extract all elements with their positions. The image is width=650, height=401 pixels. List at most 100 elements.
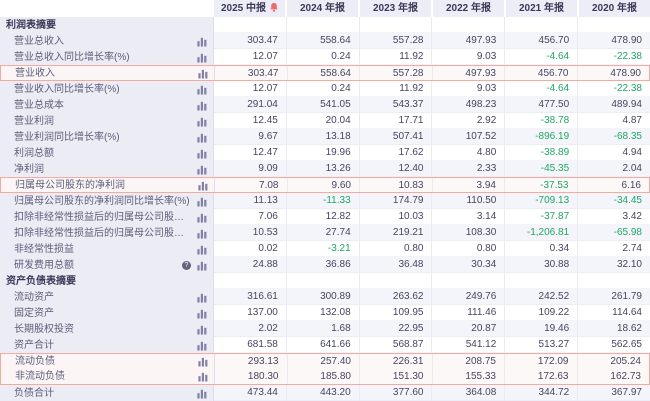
row-label-cell: 资产负债表摘要 [0,273,214,289]
bar-chart-icon[interactable] [197,164,208,175]
value-cell: 4.87 [578,113,650,129]
bar-chart-icon[interactable] [198,180,209,191]
value-cell: 30.88 [505,257,579,273]
value-cell: 7.06 [214,209,287,225]
column-header-label: 2023 年报 [372,3,419,14]
value-cell: 111.46 [432,305,506,321]
bar-chart-icon[interactable] [198,68,209,79]
value-cell: -4.64 [505,49,579,65]
bar-chart-icon[interactable] [197,388,208,399]
value-cell: 0.80 [432,241,506,257]
column-header-label: 2024 年报 [299,3,346,14]
table-row: 资产合计 681.58 641.66 568.87 541.12 513.27 562.65 [0,337,650,353]
value-cell: 303.47 [215,66,288,80]
value-cell: 107.52 [432,129,506,145]
value-cell: 22.95 [359,321,433,337]
table-row: 扣除非经常性损益后的归属母公司股东净利润同比增... 10.5327.74219.… [0,225,650,241]
value-cell: 30.34 [432,257,506,273]
row-label: 营业总成本 [14,99,64,111]
value-cell [432,273,506,289]
section-row: 资产负债表摘要 [0,273,650,289]
bar-chart-icon[interactable] [197,196,208,207]
value-cell: 3.42 [578,209,650,225]
value-cell: 291.04 [214,97,287,113]
bar-chart-icon[interactable] [197,132,208,143]
table-row: 营业收入 303.47 558.64 557.28 497.93 456.70 478.90 [0,65,650,81]
bar-chart-icon[interactable] [197,212,208,223]
row-label-cell: 营业收入同比增长率(%) [0,81,214,97]
bar-chart-icon[interactable] [197,340,208,351]
value-cell: 185.80 [287,369,360,384]
bar-chart-icon[interactable] [197,260,208,271]
value-cell: 132.08 [286,305,360,321]
table-row: 长期股权投资 2.02 1.68 22.95 20.87 19.46 18.62 [0,321,650,337]
column-header-4: 2021 年报 [506,0,579,17]
table-row: 研发费用总额? 24.88 36.86 36.48 30.34 30.88 32.10 [0,257,650,273]
bar-chart-icon[interactable] [197,228,208,239]
bar-chart-icon[interactable] [198,371,209,382]
row-label-cell: 流动负债 [1,354,215,369]
table-row: 营业总收入同比增长率(%) 12.07 0.24 11.92 9.03 -4.64 -22.… [0,49,650,65]
value-cell: 497.93 [432,66,505,80]
section-title: 资产负债表摘要 [6,275,76,287]
value-cell: 20.04 [286,113,360,129]
value-cell: 11.13 [214,193,287,209]
value-cell: 17.71 [359,113,433,129]
value-cell: -38.89 [505,145,579,161]
row-label-cell: 固定资产 [0,305,214,321]
value-cell: 2.04 [578,161,650,177]
value-cell [432,17,506,33]
value-cell: 27.74 [286,225,360,241]
bar-chart-icon[interactable] [197,52,208,63]
row-label: 资产合计 [14,339,54,351]
column-header-3: 2022 年报 [433,0,506,17]
row-label-cell: 归属母公司股东的净利润同比增长率(%) [0,193,214,209]
value-cell: 32.10 [578,257,650,273]
table-row: 营业利润同比增长率(%) 9.67 13.18 507.41 107.52 -896.19… [0,129,650,145]
row-label: 营业收入 [15,67,55,79]
bar-chart-icon[interactable] [197,116,208,127]
bar-chart-icon[interactable] [197,84,208,95]
table-row: 流动负债 293.13 257.40 226.31 208.75 172.09 205.24 [0,353,650,369]
row-label: 长期股权投资 [14,323,74,335]
value-cell: 110.50 [432,193,506,209]
value-cell: 641.66 [286,337,360,353]
bar-chart-icon[interactable] [198,356,209,367]
value-cell [505,273,579,289]
bar-chart-icon[interactable] [197,324,208,335]
value-cell: 3.14 [432,209,506,225]
row-label: 扣除非经常性损益后的归属母公司股东净利润同比增... [14,227,193,239]
value-cell: 108.30 [432,225,506,241]
value-cell: -896.19 [505,129,579,145]
value-cell: 541.05 [286,97,360,113]
value-cell: -709.13 [505,193,579,209]
help-icon[interactable]: ? [182,260,191,270]
value-cell: 497.93 [432,33,506,49]
value-cell: -4.64 [505,81,579,97]
value-cell: 24.88 [214,257,287,273]
value-cell: -65.98 [578,225,650,241]
value-cell: 12.07 [214,81,287,97]
bar-chart-icon[interactable] [197,100,208,111]
table-row: 营业收入同比增长率(%) 12.07 0.24 11.92 9.03 -4.64 -22.3… [0,81,650,97]
bar-chart-icon[interactable] [197,148,208,159]
table-row: 营业总成本 291.04 541.05 543.37 498.23 477.50 489.9… [0,97,650,113]
value-cell: 477.50 [505,97,579,113]
row-label: 负债合计 [14,387,54,399]
table-row: 固定资产 137.00 132.08 109.95 111.46 109.22 114.64 [0,305,650,321]
bar-chart-icon[interactable] [197,308,208,319]
value-cell: 377.60 [359,385,433,401]
value-cell [359,17,433,33]
bar-chart-icon[interactable] [197,292,208,303]
value-cell: 205.24 [577,354,649,369]
bar-chart-icon[interactable] [197,36,208,47]
column-header-1: 2024 年报 [287,0,360,17]
value-cell: 7.08 [215,178,288,192]
column-header-2: 2023 年报 [360,0,433,17]
table-row: 净利润 9.09 13.26 12.40 2.33 -45.35 2.04 [0,161,650,177]
value-cell: 293.13 [215,354,288,369]
bar-chart-icon[interactable] [197,244,208,255]
row-label-cell: 营业总收入 [0,33,214,49]
value-cell: 226.31 [360,354,433,369]
